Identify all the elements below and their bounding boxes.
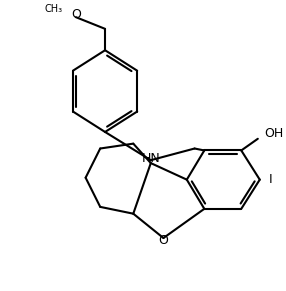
Text: O: O bbox=[158, 235, 168, 247]
Text: I: I bbox=[269, 173, 272, 186]
Text: HN: HN bbox=[141, 152, 160, 165]
Text: OH: OH bbox=[265, 127, 284, 141]
Text: CH₃: CH₃ bbox=[44, 4, 63, 14]
Text: O: O bbox=[71, 8, 81, 21]
